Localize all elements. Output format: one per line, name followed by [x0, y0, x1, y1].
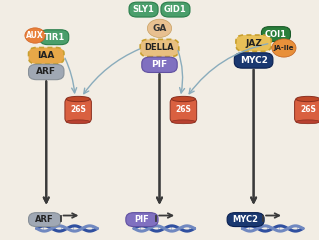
Ellipse shape: [66, 120, 90, 124]
Ellipse shape: [171, 120, 195, 124]
FancyBboxPatch shape: [40, 30, 69, 45]
Text: IAA: IAA: [38, 51, 55, 60]
FancyBboxPatch shape: [129, 2, 158, 17]
Text: COI1: COI1: [265, 30, 287, 39]
Circle shape: [25, 28, 45, 43]
FancyBboxPatch shape: [234, 53, 273, 68]
FancyBboxPatch shape: [142, 57, 177, 72]
FancyBboxPatch shape: [29, 64, 64, 80]
Text: 26S: 26S: [300, 105, 316, 114]
FancyBboxPatch shape: [161, 2, 190, 17]
FancyBboxPatch shape: [126, 213, 158, 227]
Text: JAZ: JAZ: [245, 39, 262, 48]
Text: GA: GA: [152, 24, 167, 33]
Text: MYC2: MYC2: [240, 56, 268, 65]
Text: AUX: AUX: [26, 31, 44, 40]
FancyBboxPatch shape: [227, 213, 264, 227]
Text: ARF: ARF: [35, 215, 54, 224]
FancyBboxPatch shape: [29, 213, 61, 227]
Circle shape: [272, 39, 296, 57]
FancyBboxPatch shape: [65, 98, 91, 123]
Text: JA-Ile: JA-Ile: [274, 45, 294, 51]
FancyBboxPatch shape: [236, 35, 271, 51]
Text: 26S: 26S: [175, 105, 191, 114]
Text: ARF: ARF: [36, 67, 56, 77]
Text: TIR1: TIR1: [44, 33, 65, 42]
Ellipse shape: [296, 96, 319, 102]
Text: PIF: PIF: [135, 215, 149, 224]
FancyBboxPatch shape: [29, 48, 64, 64]
Text: 26S: 26S: [70, 105, 86, 114]
Ellipse shape: [296, 120, 319, 124]
Text: DELLA: DELLA: [145, 43, 174, 53]
Ellipse shape: [66, 96, 90, 102]
FancyBboxPatch shape: [262, 27, 290, 42]
Text: PIF: PIF: [152, 60, 167, 69]
FancyBboxPatch shape: [170, 98, 197, 123]
Text: MYC2: MYC2: [233, 215, 259, 224]
Text: SLY1: SLY1: [133, 5, 154, 14]
Circle shape: [147, 19, 172, 37]
FancyBboxPatch shape: [295, 98, 319, 123]
Ellipse shape: [171, 96, 195, 102]
Text: GID1: GID1: [164, 5, 187, 14]
FancyBboxPatch shape: [140, 39, 179, 57]
